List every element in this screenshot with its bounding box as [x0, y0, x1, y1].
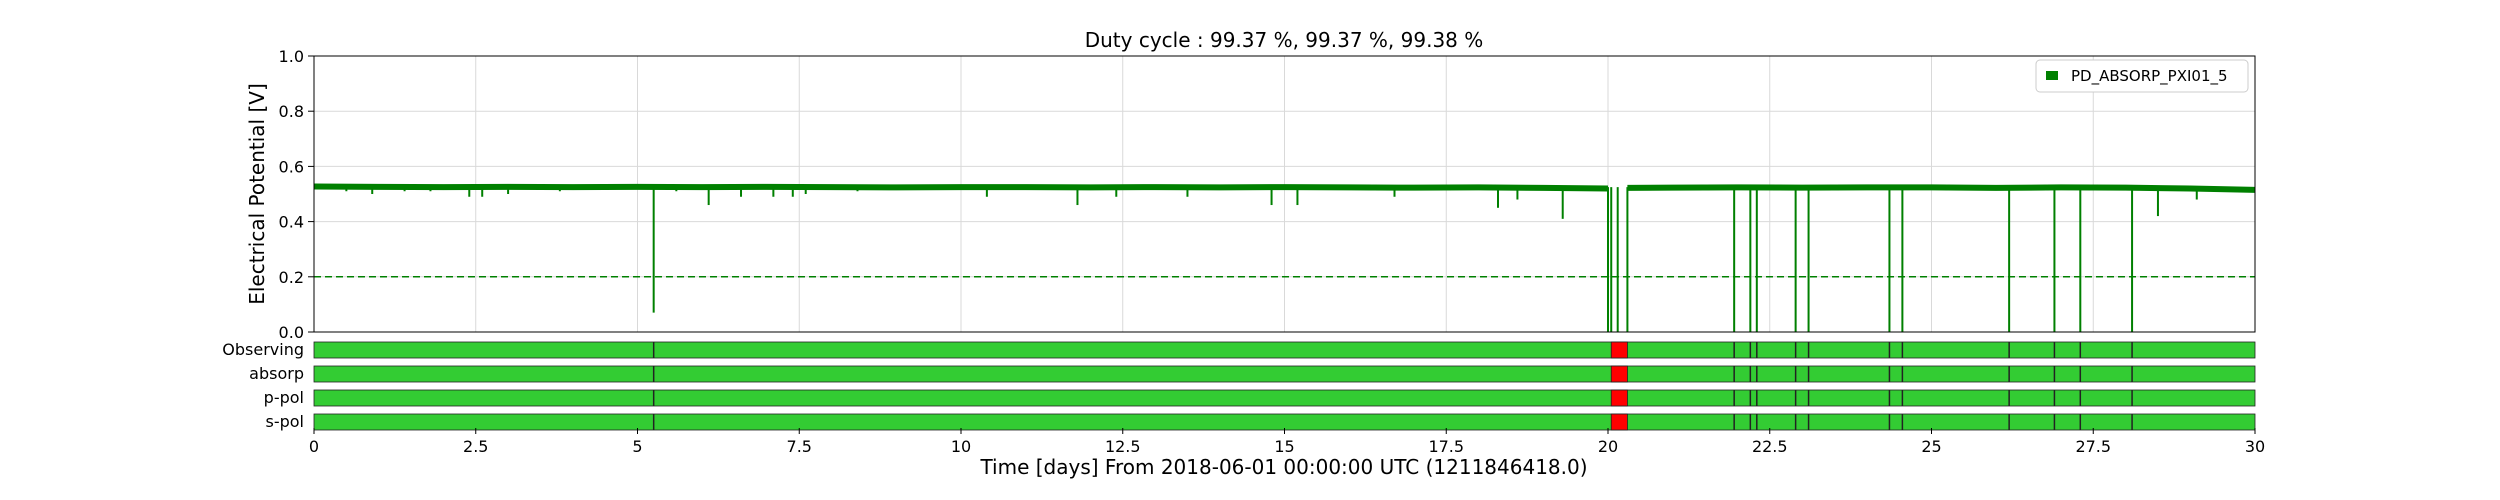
legend: PD_ABSORP_PXI01_5: [2035, 59, 2249, 93]
x-axis-label: Time [days] From 2018-06-01 00:00:00 UTC…: [979, 455, 1587, 479]
flag-row-label: s-pol: [266, 412, 305, 431]
flag-bar-ok: [313, 365, 2256, 383]
x-tick-label: 27.5: [2075, 437, 2111, 456]
flag-bar-outage: [1610, 389, 1628, 407]
chart-title: Duty cycle : 99.37 %, 99.37 %, 99.38 %: [1085, 28, 1484, 52]
flag-bar-ok: [313, 413, 2256, 431]
flag-bar-outage: [1610, 341, 1628, 359]
x-tick-label: 7.5: [787, 437, 812, 456]
x-tick-label: 17.5: [1428, 437, 1464, 456]
flag-row-label: p-pol: [264, 388, 304, 407]
x-tick-label: 2.5: [463, 437, 488, 456]
x-tick-label: 0: [309, 437, 319, 456]
x-tick-label: 30: [2245, 437, 2265, 456]
y-tick-label: 0.2: [279, 268, 304, 287]
series-line: [313, 183, 1609, 192]
x-tick-label: 20: [1598, 437, 1618, 456]
flag-row-s-pol: s-pol: [266, 412, 2256, 431]
x-tick-label: 22.5: [1752, 437, 1788, 456]
flag-bars: Observing absorp p-pol s-pol: [222, 340, 2256, 431]
flag-row-label: absorp: [249, 364, 304, 383]
flag-bar-outage: [1610, 413, 1628, 431]
flag-bar-ok: [313, 389, 2256, 407]
legend-swatch: [2046, 71, 2058, 80]
flag-bar-outage: [1610, 365, 1628, 383]
flag-row-absorp: absorp: [249, 364, 2256, 383]
x-tick-label: 25: [1921, 437, 1941, 456]
y-axis-ticks: 0.0 0.2 0.4 0.6 0.8 1.0: [279, 47, 314, 342]
flag-row-observing: Observing: [222, 340, 2256, 359]
legend-box: [2035, 59, 2249, 93]
y-tick-label: 0.8: [279, 102, 304, 121]
flag-bar-ok: [313, 341, 2256, 359]
x-tick-label: 5: [632, 437, 642, 456]
y-tick-label: 0.4: [279, 213, 304, 232]
legend-label: PD_ABSORP_PXI01_5: [2071, 67, 2228, 86]
y-tick-label: 0.0: [279, 323, 304, 342]
x-axis-ticks: 0 2.5 5 7.5 10 12.5 15 17.5 20 22.5 25 27.5 30: [309, 428, 2265, 456]
series-group: [313, 183, 2256, 332]
x-tick-label: 12.5: [1105, 437, 1141, 456]
y-tick-label: 0.6: [279, 157, 304, 176]
plot-frame: [313, 55, 2256, 333]
series-line: [1627, 184, 2256, 193]
flag-row-label: Observing: [222, 340, 304, 359]
x-tick-label: 10: [951, 437, 971, 456]
flag-row-p-pol: p-pol: [264, 388, 2256, 407]
y-tick-label: 1.0: [279, 47, 304, 66]
x-tick-label: 15: [1274, 437, 1294, 456]
y-axis-label: Electrical Potential [V]: [245, 83, 269, 305]
